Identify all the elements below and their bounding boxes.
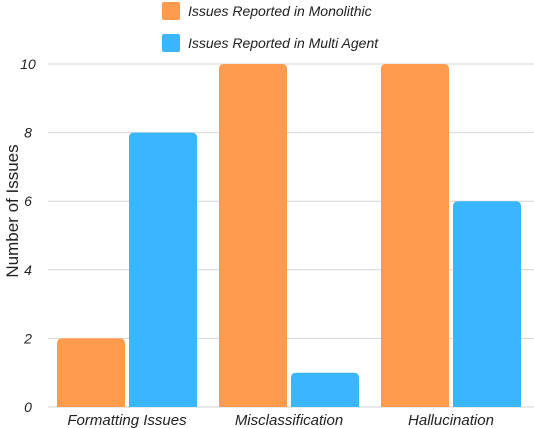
x-category-label: Formatting Issues bbox=[67, 412, 187, 428]
legend-swatch bbox=[162, 34, 180, 52]
bar bbox=[129, 132, 197, 407]
y-tick-label: 6 bbox=[24, 193, 32, 209]
y-axis-ticks: 0 2 4 6 8 10 bbox=[20, 56, 36, 415]
legend-label: Issues Reported in Monolithic bbox=[188, 3, 372, 19]
legend: Issues Reported in Monolithic Issues Repo… bbox=[162, 2, 379, 52]
bar bbox=[291, 372, 359, 407]
legend-swatch bbox=[162, 2, 180, 20]
x-axis-categories: Formatting Issues Misclassification Halluc… bbox=[67, 412, 494, 428]
y-tick-label: 2 bbox=[23, 330, 32, 346]
x-category-label: Hallucination bbox=[408, 412, 494, 428]
y-tick-label: 8 bbox=[24, 125, 32, 141]
y-tick-label: 0 bbox=[24, 399, 32, 415]
bar bbox=[219, 64, 287, 407]
bar bbox=[381, 64, 449, 407]
y-tick-label: 4 bbox=[24, 262, 32, 278]
y-axis-title: Number of Issues bbox=[3, 144, 22, 277]
bar bbox=[57, 338, 125, 407]
bars bbox=[57, 64, 521, 407]
legend-label: Issues Reported in Multi Agent bbox=[188, 35, 379, 51]
bar bbox=[453, 201, 521, 407]
x-category-label: Misclassification bbox=[235, 412, 343, 428]
y-tick-label: 10 bbox=[20, 56, 36, 72]
